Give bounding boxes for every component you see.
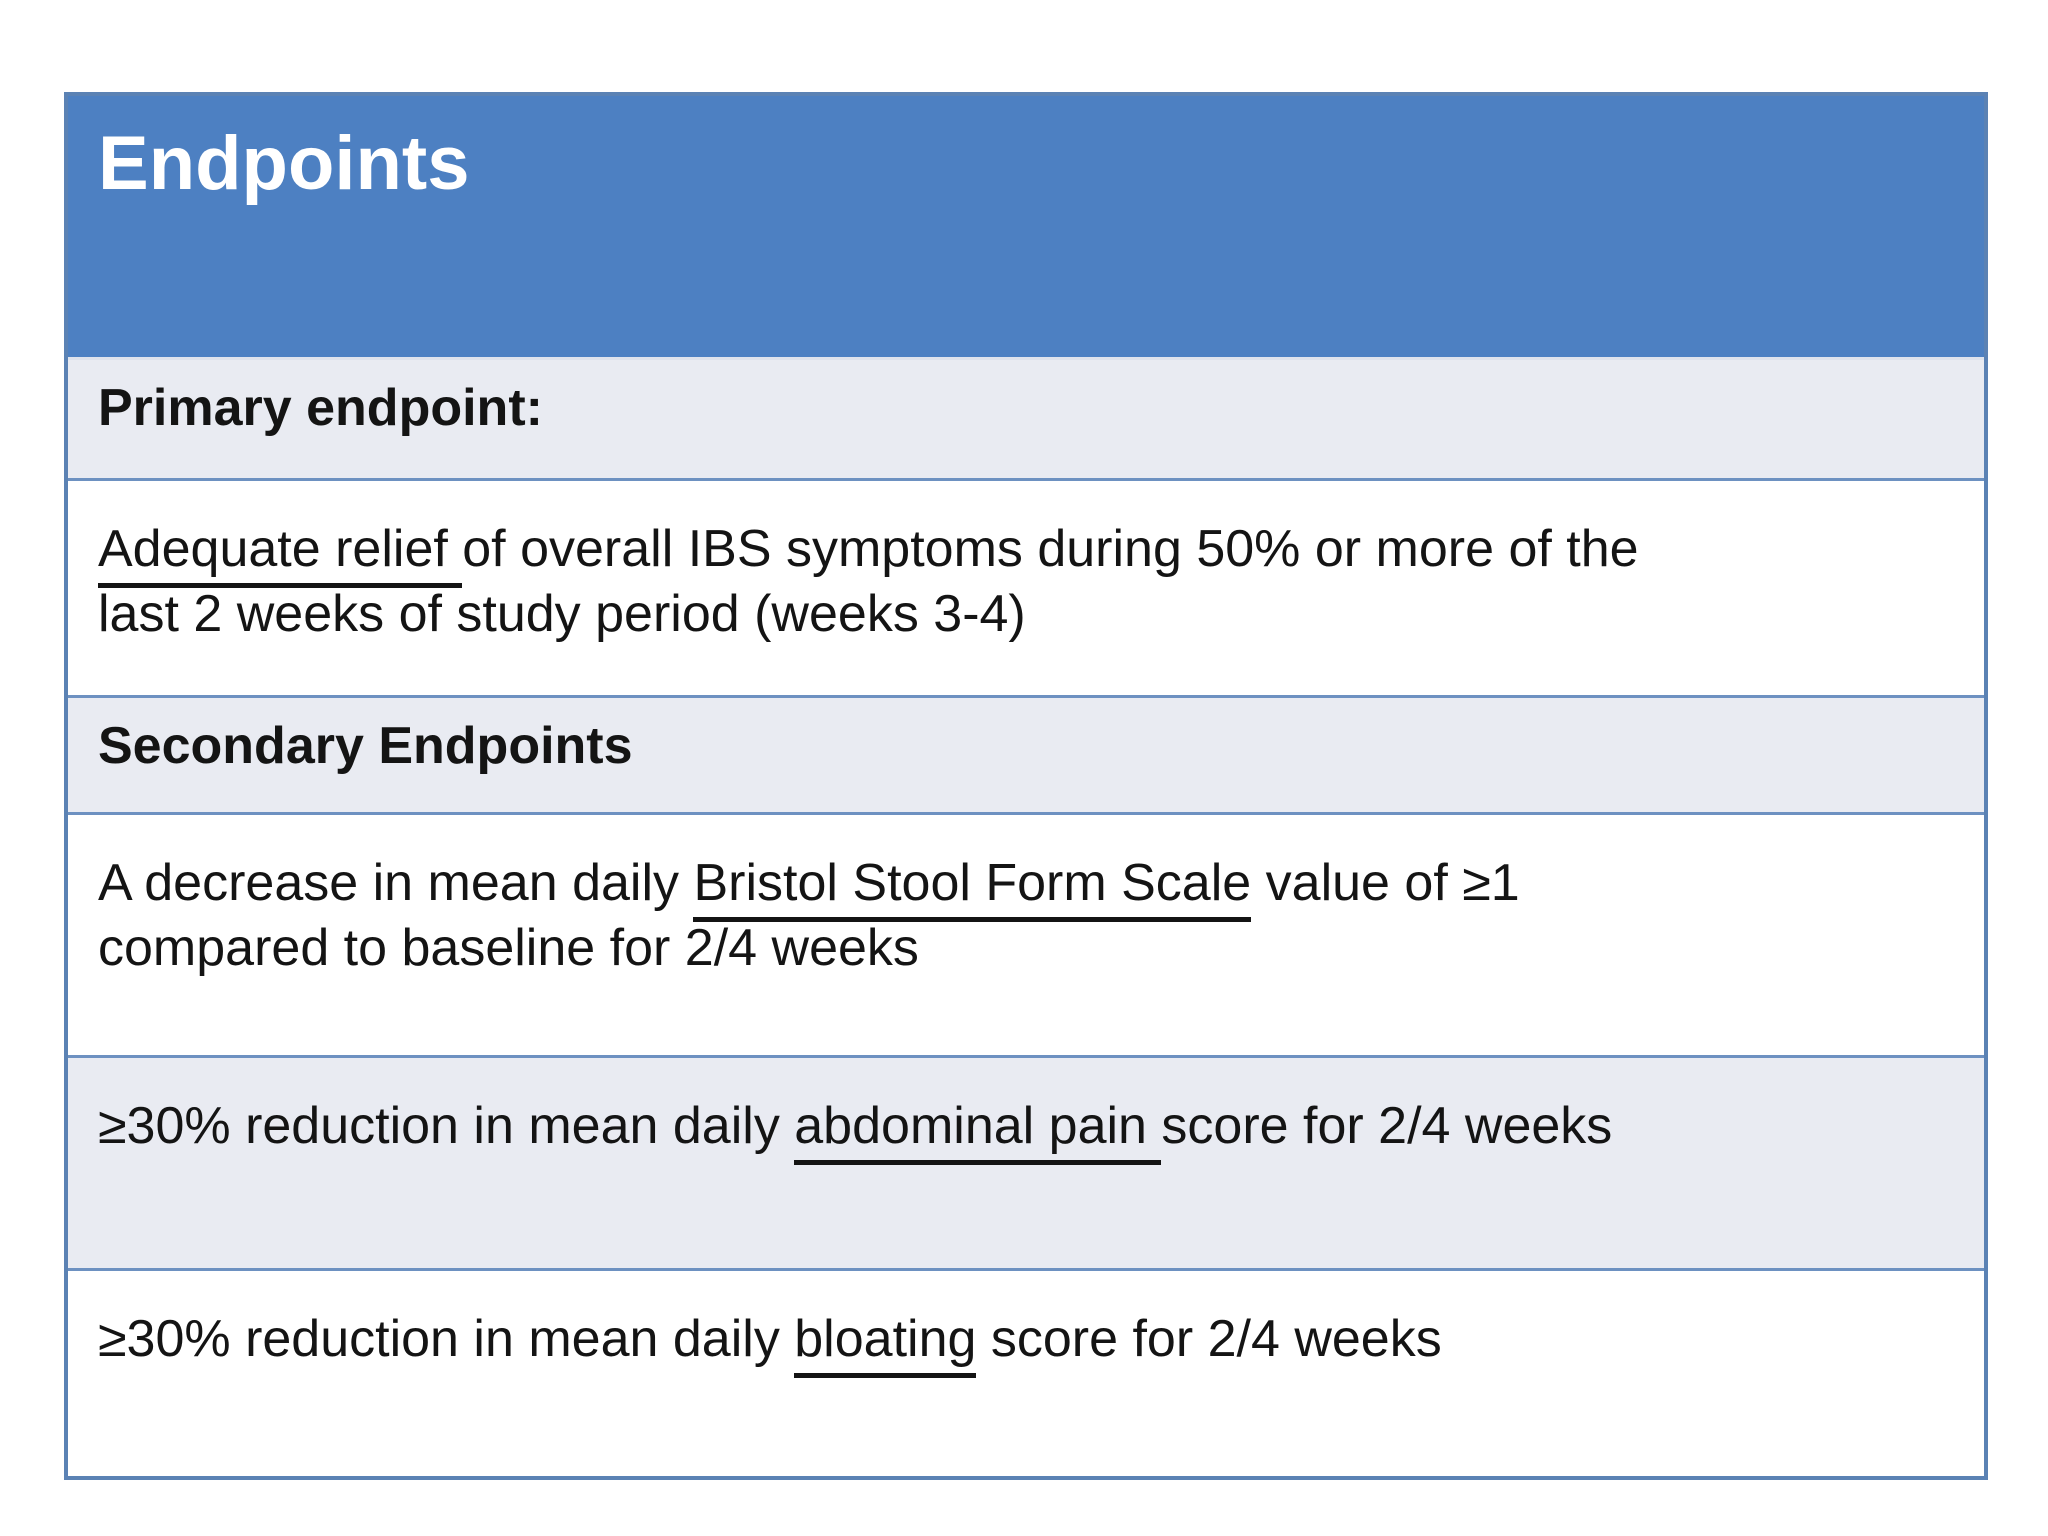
text-segment: score for 2/4 weeks xyxy=(976,1310,1442,1368)
table-row-section-label: Secondary Endpoints xyxy=(68,695,1984,812)
text-segment: score for 2/4 weeks xyxy=(1161,1097,1613,1155)
endpoints-table: Endpoints Primary endpoint: Adequate reli… xyxy=(64,92,1988,1480)
text-segment: value of ≥1 xyxy=(1251,854,1520,912)
underlined-phrase: Bristol Stool Form Scale xyxy=(693,854,1252,922)
table-cell-line: last 2 weeks of study period (weeks 3-4) xyxy=(98,582,1954,647)
table-row: A decrease in mean daily Bristol Stool F… xyxy=(68,812,1984,1055)
table-row: ≥30% reduction in mean daily abdominal p… xyxy=(68,1055,1984,1268)
text-segment: compared to baseline for 2/4 weeks xyxy=(98,919,919,977)
text-segment: Secondary Endpoints xyxy=(98,717,633,775)
text-segment: last 2 weeks of study period (weeks 3-4) xyxy=(98,585,1026,643)
text-segment: Primary endpoint: xyxy=(98,379,543,437)
underlined-phrase: bloating xyxy=(794,1310,977,1378)
table-cell-line: Adequate relief of overall IBS symptoms … xyxy=(98,517,1954,588)
text-segment: of overall IBS symptoms during 50% or mo… xyxy=(462,520,1639,578)
table-cell-line: ≥30% reduction in mean daily bloating sc… xyxy=(98,1307,1954,1378)
table-header-row: Endpoints xyxy=(68,96,1984,357)
table-cell-line: Secondary Endpoints xyxy=(98,714,1954,779)
table-cell-line: compared to baseline for 2/4 weeks xyxy=(98,916,1954,981)
table-cell-line: ≥30% reduction in mean daily abdominal p… xyxy=(98,1094,1954,1165)
text-segment: A decrease in mean daily xyxy=(98,854,694,912)
table-row: Adequate relief of overall IBS symptoms … xyxy=(68,478,1984,695)
table-row-section-label: Primary endpoint: xyxy=(68,357,1984,478)
page-title: Endpoints xyxy=(98,121,470,206)
text-segment: ≥30% reduction in mean daily xyxy=(98,1097,795,1155)
table-cell-line: A decrease in mean daily Bristol Stool F… xyxy=(98,851,1954,922)
text-segment: ≥30% reduction in mean daily xyxy=(98,1310,795,1368)
underlined-phrase: Adequate relief xyxy=(98,520,463,588)
underlined-phrase: abdominal pain xyxy=(794,1097,1162,1165)
table-cell-line: Primary endpoint: xyxy=(98,376,1954,441)
table-row: ≥30% reduction in mean daily bloating sc… xyxy=(68,1268,1984,1476)
table-body: Primary endpoint: Adequate relief of over… xyxy=(68,357,1984,1476)
